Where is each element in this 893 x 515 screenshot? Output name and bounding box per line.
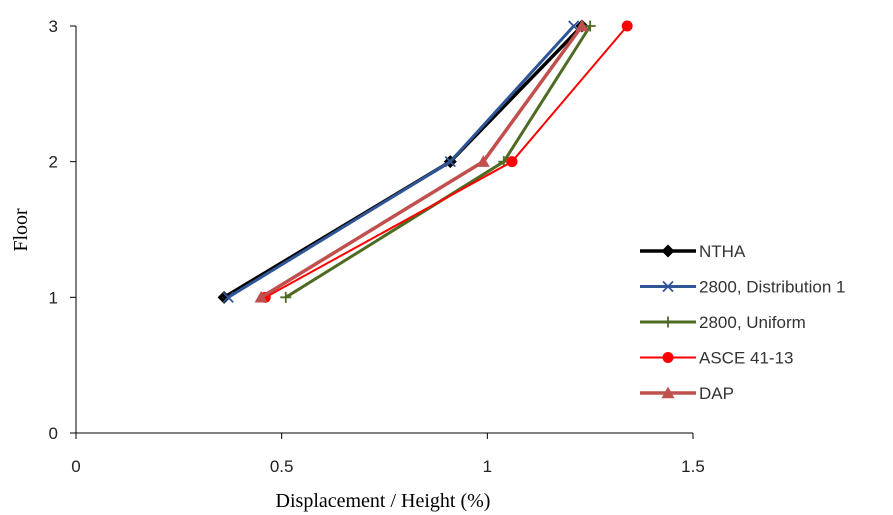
x-tick-label: 1.5 (681, 457, 705, 476)
data-point (222, 291, 234, 303)
series-ntha (217, 19, 589, 304)
legend-item: 2800, Distribution 1 (640, 278, 845, 297)
data-point (444, 156, 456, 168)
x-tick-label: 1 (483, 457, 492, 476)
legend-item: NTHA (640, 242, 746, 261)
data-point (217, 290, 231, 304)
legend-label: 2800, Distribution 1 (699, 278, 845, 297)
legend-label: ASCE 41-13 (699, 349, 794, 368)
legend-swatch-marker (662, 352, 674, 363)
data-point (584, 20, 596, 32)
legend-item: ASCE 41-13 (640, 349, 794, 368)
data-point (621, 20, 633, 32)
legend-label: NTHA (699, 242, 746, 261)
legend-swatch-marker (662, 316, 674, 328)
x-tick-label: 0.5 (270, 457, 294, 476)
y-axis-title: Floor (10, 208, 32, 252)
series-layer (217, 19, 633, 304)
legend-swatch-marker (662, 280, 674, 293)
legend-swatch-marker (661, 386, 675, 399)
data-point (575, 19, 589, 32)
series-line (260, 24, 584, 299)
series-2800-distribution-1 (222, 20, 580, 303)
legend: NTHA 2800, Distribution 1 2800, Uniform ASC… (640, 242, 845, 403)
series-line (223, 24, 584, 299)
x-tick-label: 0 (71, 457, 80, 476)
data-point (254, 290, 268, 303)
y-tick-label: 3 (49, 17, 58, 36)
legend-label: 2800, Uniform (699, 313, 806, 332)
data-point (506, 156, 518, 168)
y-tick-label: 1 (49, 288, 58, 307)
x-axis-title: Displacement / Height (%) (276, 490, 491, 512)
legend-swatch-marker (661, 244, 675, 258)
data-point (280, 291, 292, 303)
legend-label: DAP (699, 384, 734, 403)
series-dap (254, 19, 589, 303)
legend-item: 2800, Uniform (640, 313, 806, 332)
y-tick-label: 2 (49, 153, 58, 172)
data-point (476, 155, 490, 167)
legend-item: DAP (640, 384, 734, 403)
series-line (227, 24, 575, 299)
y-tick-label: 0 (49, 424, 58, 443)
axes: 0 0.5 1 1.5 0 1 2 3 (49, 17, 705, 476)
